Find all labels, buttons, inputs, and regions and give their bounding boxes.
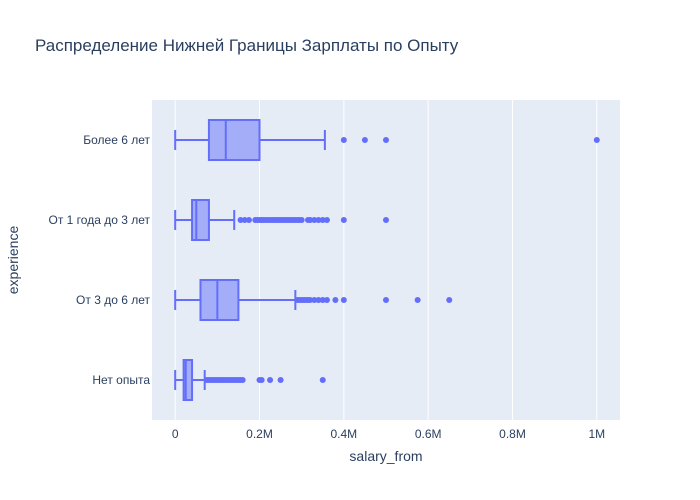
box-iqr: [207, 119, 261, 161]
y-axis-title: experience: [5, 226, 21, 295]
outlier-point: [241, 217, 248, 223]
chart-title: Распределение Нижней Границы Зарплаты по…: [35, 36, 459, 55]
x-tick-label: 0.8M: [499, 427, 526, 441]
outlier-point: [277, 377, 284, 383]
box-group: [174, 119, 600, 161]
outlier-point: [446, 297, 453, 303]
outlier-point: [311, 297, 318, 303]
x-tick-label: 0.2M: [246, 427, 273, 441]
box-group: [174, 279, 453, 321]
x-axis-title: salary_from: [349, 448, 422, 464]
y-tick-label: От 3 до 6 лет: [76, 293, 150, 307]
outlier-point: [361, 137, 368, 143]
outlier-point: [237, 217, 244, 223]
outlier-point: [593, 137, 600, 143]
outlier-point: [323, 297, 330, 303]
outlier-point: [258, 377, 265, 383]
outlier-point: [315, 217, 322, 223]
box-iqr: [199, 279, 240, 321]
x-tick-label: 0.6M: [415, 427, 442, 441]
outlier-point: [383, 297, 389, 303]
box-iqr: [182, 359, 194, 401]
x-tick-labels: 0 0.2M 0.4M 0.6M 0.8M 1M: [172, 427, 605, 441]
outlier-point: [323, 217, 330, 223]
boxes: [174, 119, 600, 401]
outlier-point: [307, 297, 314, 303]
outlier-point: [340, 137, 347, 143]
x-tick-label: 0.4M: [330, 427, 357, 441]
outlier-point: [245, 217, 252, 223]
y-tick-label: От 1 года до 3 лет: [49, 213, 151, 227]
y-tick-label: Нет опыта: [92, 373, 150, 387]
outlier-point: [414, 297, 421, 303]
x-tick-label: 1M: [588, 427, 605, 441]
outlier-point: [340, 217, 347, 223]
outlier-point: [319, 217, 326, 223]
y-tick-label: Более 6 лет: [83, 133, 150, 147]
outlier-point: [383, 217, 389, 223]
outlier-point: [319, 377, 326, 383]
outlier-point: [319, 297, 326, 303]
outlier-point: [315, 297, 322, 303]
outlier-point: [311, 217, 318, 223]
outlier-point: [307, 217, 314, 223]
box-group: [174, 199, 389, 241]
y-tick-labels: Более 6 лет От 1 года до 3 лет От 3 до 6 л…: [49, 133, 151, 387]
outlier-point: [340, 297, 347, 303]
outlier-point: [332, 297, 339, 303]
box-group: [174, 359, 326, 401]
x-tick-label: 0: [172, 427, 179, 441]
box-iqr: [191, 199, 210, 241]
outlier-point: [383, 137, 389, 143]
outlier-point: [298, 217, 305, 223]
outlier-point: [239, 377, 246, 383]
outlier-point: [267, 377, 274, 383]
